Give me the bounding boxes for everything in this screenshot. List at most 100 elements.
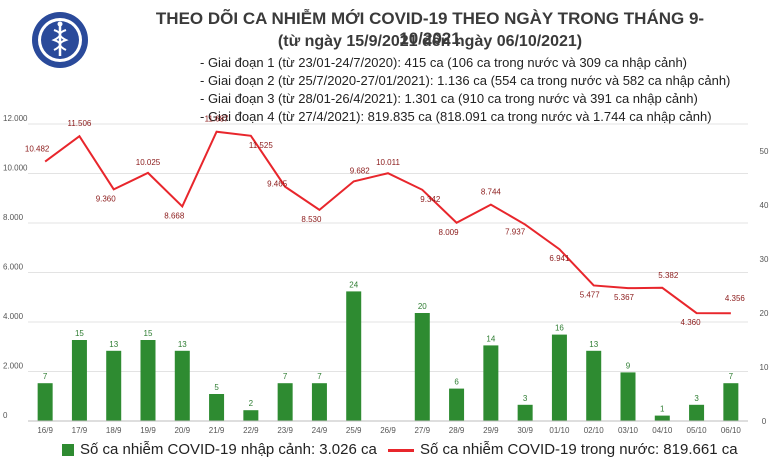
x-tick-label: 16/9 — [37, 426, 53, 435]
x-tick-label: 04/10 — [652, 426, 673, 435]
bar-imported — [586, 350, 602, 421]
bar-imported — [654, 415, 670, 421]
line-data-label: 11.687 — [205, 115, 229, 124]
line-data-label: 11.525 — [249, 141, 273, 150]
line-data-label: 9.465 — [267, 180, 288, 189]
bar-data-label: 7 — [283, 372, 288, 381]
bar-data-label: 15 — [144, 329, 153, 338]
bar-data-label: 7 — [43, 372, 48, 381]
covid-cases-chart: 02.0004.0006.0008.00010.00012.0000102030… — [3, 114, 769, 435]
bar-imported — [106, 350, 122, 421]
bar-data-label: 6 — [454, 378, 459, 387]
y-left-tick-label: 12.000 — [3, 114, 28, 123]
x-tick-label: 21/9 — [209, 426, 225, 435]
x-tick-label: 02/10 — [584, 426, 605, 435]
bar-imported — [140, 340, 156, 421]
phase-item: - Giai đoạn 3 (từ 28/01-26/4/2021): 1.30… — [200, 91, 698, 106]
phase-item: - Giai đoạn 2 (từ 25/7/2020-27/01/2021):… — [200, 73, 731, 88]
bar-imported — [243, 410, 259, 421]
bar-data-label: 13 — [589, 340, 598, 349]
bar-imported — [449, 388, 465, 421]
bar-imported — [620, 372, 636, 421]
bar-imported — [174, 350, 190, 421]
bar-imported — [414, 313, 430, 421]
bar-data-label: 3 — [694, 394, 699, 403]
bar-imported — [551, 334, 567, 421]
bar-imported — [723, 383, 739, 421]
x-tick-label: 29/9 — [483, 426, 499, 435]
bar-imported — [689, 404, 705, 421]
bar-data-label: 9 — [626, 361, 631, 370]
y-left-tick-label: 0 — [3, 411, 8, 420]
bar-data-label: 3 — [523, 394, 528, 403]
line-data-label: 8.009 — [439, 228, 460, 237]
line-data-label: 8.668 — [164, 211, 185, 220]
y-right-tick-label: 40 — [760, 201, 769, 210]
bar-data-label: 5 — [214, 383, 219, 392]
bar-imported — [209, 394, 225, 421]
phase-item: - Giai đoạn 4 (từ 27/4/2021): 819.835 ca… — [200, 109, 712, 124]
bar-imported — [71, 340, 87, 421]
bar-imported — [311, 383, 327, 421]
y-left-tick-label: 10.000 — [3, 164, 28, 173]
legend-imported-label: Số ca nhiễm COVID-19 nhập cảnh: 3.026 ca — [80, 441, 377, 458]
x-tick-label: 20/9 — [174, 426, 190, 435]
line-data-label: 5.477 — [580, 290, 601, 299]
ministry-of-health-logo — [32, 12, 88, 68]
bar-data-label: 24 — [349, 280, 358, 289]
line-data-label: 10.011 — [376, 158, 400, 167]
phase-item: - Giai đoạn 1 (từ 23/01-24/7/2020): 415 … — [200, 55, 688, 70]
x-tick-label: 05/10 — [687, 426, 708, 435]
line-data-label: 5.367 — [614, 293, 635, 302]
x-tick-label: 17/9 — [72, 426, 88, 435]
legend-domestic-label: Số ca nhiễm COVID-19 trong nước: 819.661… — [420, 441, 738, 458]
line-data-label: 10.025 — [136, 158, 161, 167]
line-data-label: 9.342 — [420, 195, 441, 204]
y-left-tick-label: 8.000 — [3, 213, 24, 222]
bar-data-label: 15 — [75, 329, 84, 338]
bar-data-label: 1 — [660, 405, 665, 414]
line-data-label: 8.744 — [481, 188, 502, 197]
x-tick-label: 26/9 — [380, 426, 396, 435]
x-tick-label: 23/9 — [277, 426, 293, 435]
chart-title: THEO DÕI CA NHIỄM MỚI COVID-19 THEO NGÀY… — [155, 9, 705, 48]
bar-data-label: 13 — [178, 340, 187, 349]
x-tick-label: 27/9 — [414, 426, 430, 435]
chart-subtitle: (từ ngày 15/9/2021 đến ngày 06/10/2021) — [277, 33, 583, 50]
line-data-label: 8.530 — [301, 215, 322, 224]
y-right-tick-label: 30 — [760, 255, 769, 264]
line-data-label: 4.360 — [681, 318, 702, 327]
legend-domestic: Số ca nhiễm COVID-19 trong nước: 819.661… — [388, 441, 738, 458]
line-data-label: 5.382 — [658, 271, 679, 280]
x-tick-label: 24/9 — [312, 426, 328, 435]
x-tick-label: 22/9 — [243, 426, 259, 435]
legend-line-swatch — [388, 448, 414, 452]
line-data-label: 9.682 — [350, 166, 371, 175]
x-tick-label: 28/9 — [449, 426, 465, 435]
x-tick-label: 30/9 — [517, 426, 533, 435]
y-right-tick-label: 10 — [760, 363, 769, 372]
line-domestic — [44, 130, 731, 315]
bar-data-label: 7 — [729, 372, 734, 381]
bar-data-label: 14 — [486, 334, 495, 343]
y-left-tick-label: 4.000 — [3, 312, 24, 321]
x-tick-label: 18/9 — [106, 426, 122, 435]
line-data-label: 7.937 — [505, 228, 526, 237]
legend-bar-swatch — [62, 444, 74, 457]
bar-imported — [277, 383, 293, 421]
y-left-tick-label: 2.000 — [3, 362, 24, 371]
bar-data-label: 7 — [317, 372, 322, 381]
line-data-label: 4.356 — [725, 294, 746, 303]
y-right-tick-label: 0 — [762, 417, 767, 426]
x-tick-label: 03/10 — [618, 426, 639, 435]
bar-data-label: 20 — [418, 302, 427, 311]
x-tick-label: 06/10 — [721, 426, 742, 435]
phase-summary-list: - Giai đoạn 1 (từ 23/01-24/7/2020): 415 … — [200, 54, 730, 126]
bar-data-label: 2 — [249, 399, 254, 408]
x-tick-label: 25/9 — [346, 426, 362, 435]
bar-data-label: 13 — [109, 340, 118, 349]
bar-imported — [346, 291, 362, 421]
caduceus-icon — [51, 21, 69, 56]
line-data-label: 9.360 — [96, 194, 117, 203]
bar-imported — [37, 383, 53, 421]
